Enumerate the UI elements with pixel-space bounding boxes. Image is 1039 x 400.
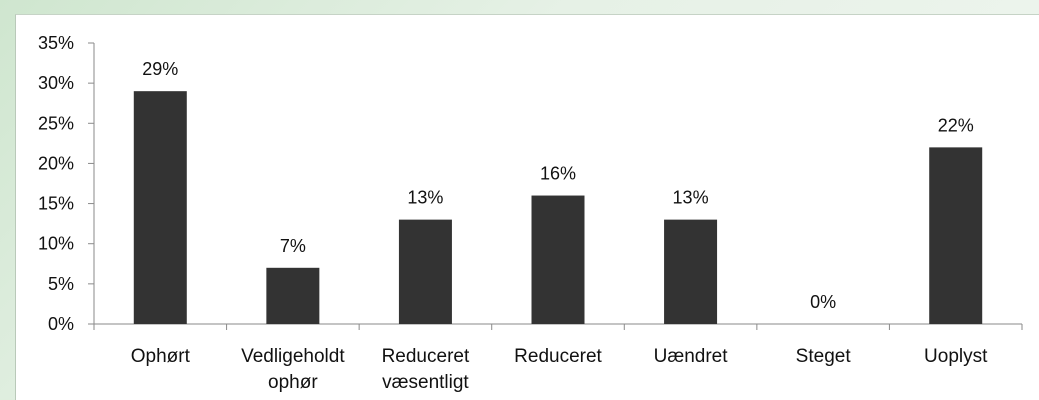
category-label: væsentligt xyxy=(382,372,469,393)
bars xyxy=(133,91,983,325)
y-tick-label: 35% xyxy=(38,33,74,53)
axes: 0% 5% 10% 15% 20% 25% 30% 35% xyxy=(38,33,1023,334)
y-tick-label: 25% xyxy=(38,113,74,133)
category-label: ophør xyxy=(268,372,318,393)
category-label: Steget xyxy=(796,346,852,367)
data-label: 13% xyxy=(673,188,709,208)
category-label: Reduceret xyxy=(514,346,602,367)
bar xyxy=(398,219,452,324)
data-label: 0% xyxy=(810,292,836,312)
category-label: Reduceret xyxy=(382,346,470,367)
y-tick-label: 30% xyxy=(38,73,74,93)
category-label: Ophørt xyxy=(131,346,191,367)
y-tick-label: 10% xyxy=(38,234,74,254)
labels: 29% Ophørt 7% Vedligeholdt ophør 13% Reduceret… xyxy=(131,59,988,393)
y-tick-label: 0% xyxy=(48,314,74,334)
category-label: Uoplyst xyxy=(924,346,988,367)
category-label: Uændret xyxy=(654,346,729,367)
data-label: 13% xyxy=(407,188,443,208)
y-tick-label: 5% xyxy=(48,274,74,294)
bar xyxy=(929,147,983,324)
bar xyxy=(664,219,718,324)
category-label: Vedligeholdt xyxy=(241,346,345,367)
data-label: 29% xyxy=(142,59,178,79)
data-label: 22% xyxy=(938,115,974,135)
y-tick-label: 20% xyxy=(38,153,74,173)
y-tick-label: 15% xyxy=(38,194,74,214)
bar xyxy=(133,91,187,325)
data-label: 7% xyxy=(280,236,306,256)
data-label: 16% xyxy=(540,164,576,184)
bar xyxy=(531,195,585,324)
bar xyxy=(266,267,320,324)
